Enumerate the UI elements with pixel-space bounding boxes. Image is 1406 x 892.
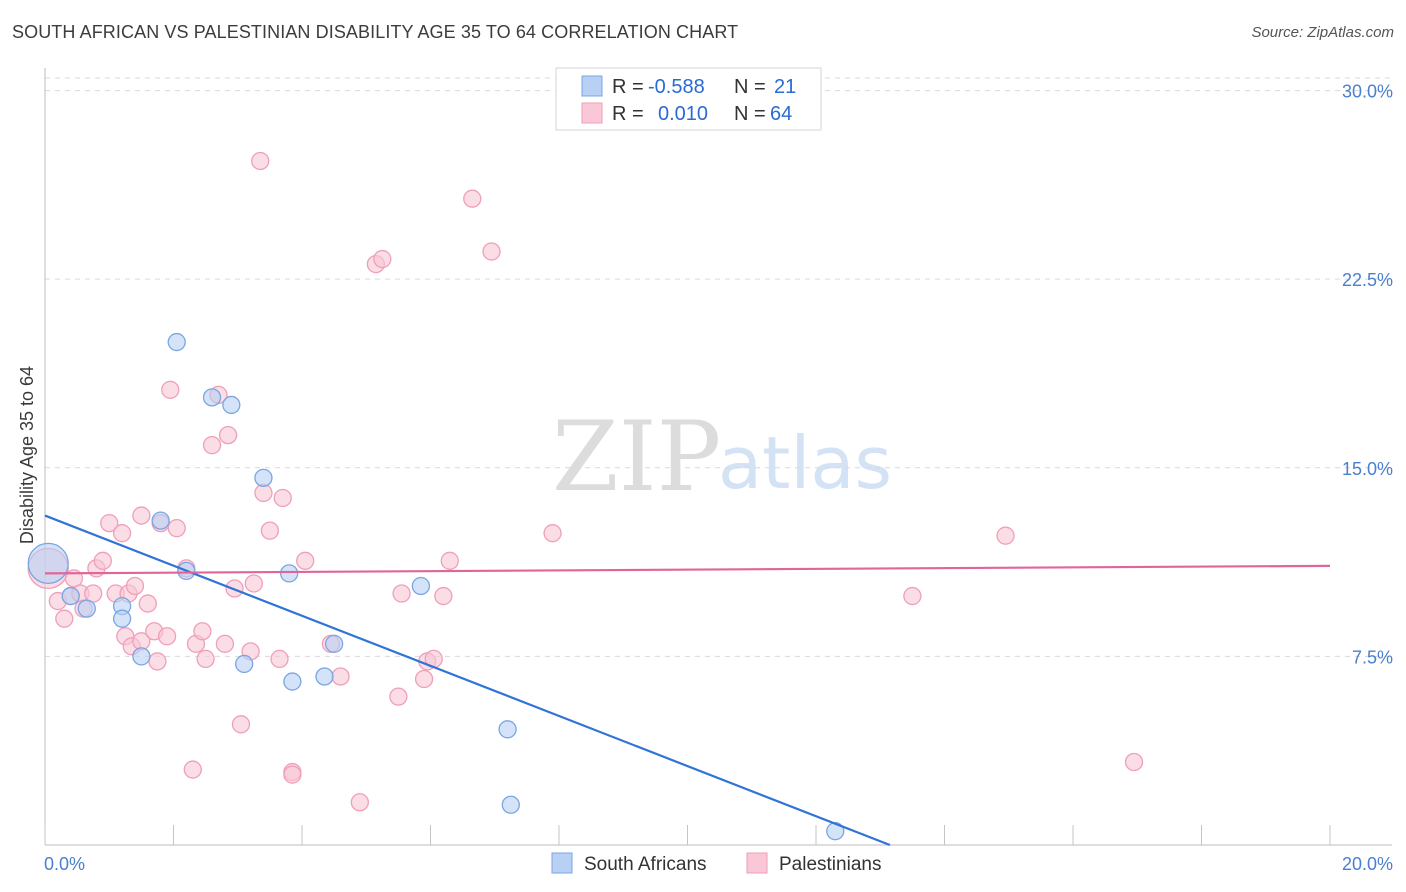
trendline-south-african xyxy=(44,514,891,847)
point-south-african xyxy=(315,667,334,686)
point-palestinian xyxy=(1124,752,1144,772)
point-palestinian xyxy=(996,526,1015,545)
point-palestinian xyxy=(434,586,453,606)
y-tick-label: 22.5% xyxy=(1342,270,1393,290)
point-palestinian xyxy=(414,669,434,689)
point-palestinian xyxy=(112,524,132,543)
point-south-african xyxy=(132,647,151,666)
legend-r-label-pink: R = xyxy=(612,103,644,125)
point-south-african xyxy=(167,332,186,352)
y-axis-label: Disability Age 35 to 64 xyxy=(17,366,37,544)
point-palestinian xyxy=(270,649,289,669)
point-south-african xyxy=(27,542,69,584)
legend-swatch-pink xyxy=(581,102,603,124)
point-palestinian xyxy=(389,687,408,706)
point-palestinian xyxy=(84,584,103,603)
trendline-palestinian xyxy=(44,564,1331,575)
y-tick-label: 15.0% xyxy=(1342,459,1393,479)
y-tick-label: 7.5% xyxy=(1352,647,1393,667)
series-legend-label-blue: South Africans xyxy=(584,854,707,875)
legend-n-label-pink: N = xyxy=(734,103,766,125)
series-legend-swatch-pink xyxy=(746,852,768,874)
point-palestinian xyxy=(215,634,235,653)
point-palestinian xyxy=(373,249,392,269)
point-palestinian xyxy=(218,425,238,445)
legend-r-value-blue: -0.588 xyxy=(648,76,705,98)
point-palestinian xyxy=(148,652,167,671)
series-legend-swatch-blue xyxy=(551,852,573,874)
point-palestinian xyxy=(296,551,315,570)
point-palestinian xyxy=(138,594,157,613)
point-palestinian xyxy=(260,521,280,540)
series-legend: South Africans Palestinians xyxy=(551,852,881,875)
point-palestinian xyxy=(157,627,177,646)
x-tick-label: 0.0% xyxy=(44,854,85,874)
point-south-african xyxy=(324,634,344,653)
point-south-african xyxy=(235,654,254,674)
legend-n-value-pink: 64 xyxy=(770,103,792,125)
point-palestinian xyxy=(331,667,350,686)
point-palestinian xyxy=(161,380,180,399)
point-palestinian xyxy=(93,551,112,570)
legend-n-value-blue: 21 xyxy=(774,76,796,98)
point-palestinian xyxy=(183,760,202,779)
series-legend-label-pink: Palestinians xyxy=(779,854,881,875)
point-south-african xyxy=(112,609,132,628)
point-palestinian xyxy=(100,513,119,533)
point-south-african xyxy=(501,795,520,814)
legend-n-label-blue: N = xyxy=(734,76,766,98)
point-palestinian xyxy=(463,189,482,208)
point-palestinian xyxy=(231,715,251,734)
legend-r-value-pink: 0.010 xyxy=(658,103,708,125)
legend-swatch-blue xyxy=(581,75,603,97)
point-south-african xyxy=(498,720,517,739)
point-palestinian xyxy=(251,151,270,171)
point-south-african xyxy=(151,511,170,530)
chart-title: SOUTH AFRICAN VS PALESTINIAN DISABILITY … xyxy=(12,22,739,42)
point-palestinian xyxy=(903,586,922,606)
point-south-african xyxy=(77,599,96,618)
watermark-atlas: atlas xyxy=(718,421,892,505)
point-palestinian xyxy=(543,524,562,543)
point-palestinian xyxy=(55,609,74,628)
point-palestinian xyxy=(125,576,145,596)
point-palestinian xyxy=(196,649,215,669)
point-south-african xyxy=(411,576,431,596)
point-south-african xyxy=(279,564,299,583)
point-south-african xyxy=(202,388,222,407)
point-palestinian xyxy=(350,793,369,812)
point-palestinian xyxy=(273,488,292,508)
y-tick-label: 30.0% xyxy=(1342,82,1393,102)
point-palestinian xyxy=(202,436,222,455)
correlation-legend: R = -0.588 N = 21 R = 0.010 N = 64 xyxy=(555,67,822,131)
trend-layer xyxy=(44,514,1331,847)
point-palestinian xyxy=(244,574,263,593)
axis-layer: 7.5% 15.0% 22.5% 30.0% 0.0% 20.0% xyxy=(44,68,1393,874)
point-palestinian xyxy=(167,518,186,538)
point-palestinian xyxy=(193,622,212,641)
point-palestinian xyxy=(440,551,459,570)
source-credit: Source: ZipAtlas.com xyxy=(1251,24,1394,41)
point-south-african xyxy=(222,395,241,415)
point-south-african xyxy=(283,672,302,691)
point-palestinian xyxy=(132,506,151,525)
point-south-african xyxy=(61,586,80,606)
watermark-zip: ZIP xyxy=(552,401,721,513)
point-palestinian xyxy=(392,584,411,603)
point-palestinian xyxy=(482,242,501,261)
point-south-african xyxy=(254,468,273,487)
point-palestinian xyxy=(283,765,302,784)
x-tick-label: 20.0% xyxy=(1342,854,1393,874)
points-layer xyxy=(27,151,1144,841)
legend-r-label-blue: R = xyxy=(612,76,644,98)
